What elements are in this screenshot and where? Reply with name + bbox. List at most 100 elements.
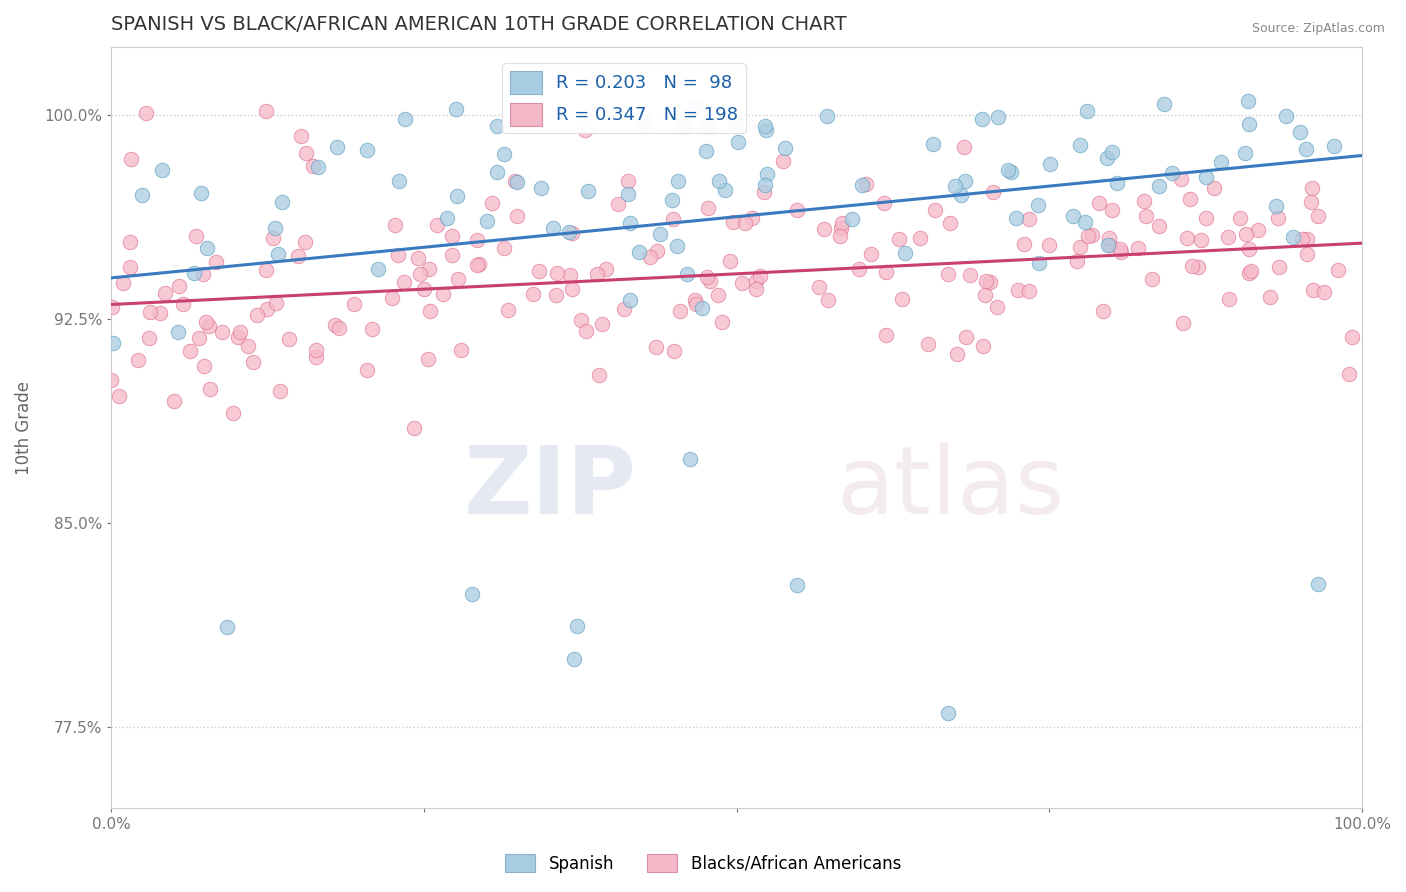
Point (541, 221, 564, 235)
Point (648, 227, 671, 241)
Point (1180, 192, 1202, 206)
Point (468, 257, 491, 271)
Point (1018, 211, 1040, 226)
Point (492, 241, 515, 255)
Text: SPANISH VS BLACK/AFRICAN AMERICAN 10TH GRADE CORRELATION CHART: SPANISH VS BLACK/AFRICAN AMERICAN 10TH G… (111, 15, 846, 34)
Point (633, 113, 655, 128)
Point (749, 268, 772, 283)
Point (859, 247, 882, 261)
Point (697, 119, 720, 133)
Text: ZIP: ZIP (464, 442, 637, 534)
Point (690, 301, 713, 315)
Point (179, 344, 201, 359)
Point (786, 578, 808, 592)
Point (955, 174, 977, 188)
Point (360, 322, 382, 336)
Point (595, 262, 617, 277)
Legend: R = 0.203   N =  98, R = 0.347   N = 198: R = 0.203 N = 98, R = 0.347 N = 198 (502, 63, 745, 133)
Point (875, 265, 897, 279)
Point (440, 229, 463, 244)
Point (1341, 329, 1364, 343)
Point (986, 300, 1008, 314)
Point (328, 321, 350, 335)
Point (714, 183, 737, 197)
Point (831, 216, 853, 230)
Point (503, 174, 526, 188)
Point (190, 186, 212, 200)
Point (254, 263, 277, 277)
Point (432, 287, 454, 301)
Point (662, 343, 685, 358)
Point (412, 282, 434, 296)
Point (384, 218, 406, 232)
Point (392, 276, 415, 290)
Point (1209, 155, 1232, 169)
Point (974, 274, 997, 288)
Point (1101, 203, 1123, 218)
Point (271, 195, 294, 210)
Point (450, 343, 472, 358)
Point (607, 196, 630, 211)
Point (718, 253, 741, 268)
Point (558, 268, 581, 282)
Point (1038, 238, 1060, 252)
Point (665, 238, 688, 252)
Point (893, 246, 915, 260)
Point (246, 308, 269, 322)
Point (1133, 194, 1156, 208)
Point (1180, 260, 1202, 274)
Point (1234, 227, 1257, 241)
Point (588, 368, 610, 382)
Point (127, 353, 149, 368)
Point (229, 325, 252, 339)
Point (287, 249, 309, 263)
Point (1039, 156, 1062, 170)
Point (1189, 233, 1212, 247)
Point (264, 220, 287, 235)
Point (475, 214, 498, 228)
Point (1170, 172, 1192, 186)
Point (1306, 210, 1329, 224)
Point (215, 620, 238, 634)
Point (426, 219, 449, 233)
Point (222, 406, 245, 420)
Point (1149, 178, 1171, 193)
Point (492, 147, 515, 161)
Legend: Spanish, Blacks/African Americans: Spanish, Blacks/African Americans (498, 847, 908, 880)
Point (917, 337, 939, 351)
Point (1237, 94, 1260, 108)
Point (1026, 198, 1049, 212)
Point (561, 226, 583, 240)
Point (527, 264, 550, 278)
Point (269, 384, 291, 398)
Point (741, 211, 763, 225)
Point (1216, 230, 1239, 244)
Point (1202, 181, 1225, 195)
Point (1007, 283, 1029, 297)
Point (242, 355, 264, 369)
Point (367, 261, 389, 276)
Point (673, 119, 696, 133)
Point (745, 282, 768, 296)
Point (1291, 232, 1313, 246)
Point (198, 319, 221, 334)
Point (772, 154, 794, 169)
Point (1000, 165, 1022, 179)
Point (711, 315, 734, 329)
Point (184, 228, 207, 243)
Point (101, 336, 124, 351)
Point (1005, 211, 1028, 226)
Point (979, 276, 1001, 290)
Point (305, 351, 328, 365)
Point (754, 120, 776, 134)
Point (616, 186, 638, 201)
Point (848, 261, 870, 276)
Point (561, 282, 583, 296)
Point (1237, 117, 1260, 131)
Point (1018, 285, 1040, 299)
Point (1091, 304, 1114, 318)
Point (754, 186, 776, 200)
Point (707, 174, 730, 188)
Point (924, 202, 946, 217)
Point (936, 706, 959, 721)
